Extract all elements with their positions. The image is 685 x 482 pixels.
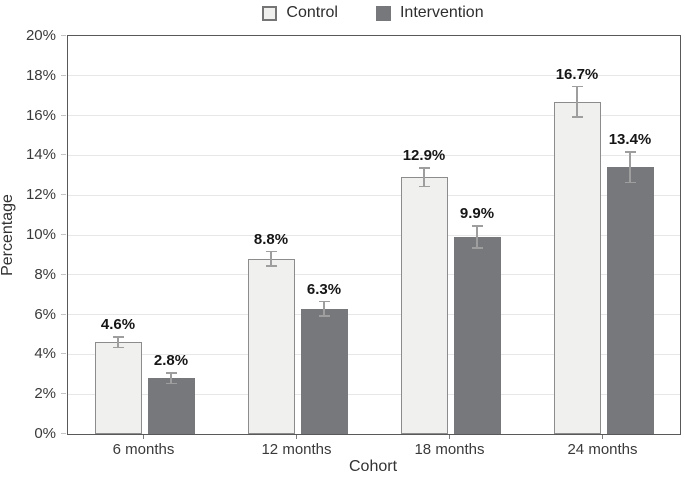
error-bar	[423, 167, 425, 188]
error-bar	[170, 372, 172, 385]
bar-intervention-18-months	[453, 237, 501, 434]
y-axis-tick	[61, 234, 66, 235]
x-axis-tick	[295, 434, 298, 439]
value-label-intervention-12-months: 6.3%	[306, 280, 342, 298]
x-axis-tick	[142, 434, 145, 439]
error-bar	[270, 250, 272, 267]
error-bar	[576, 85, 578, 118]
y-axis-tick	[61, 35, 66, 36]
legend-label-control: Control	[286, 4, 338, 21]
x-tick-label-6-months: 6 months	[112, 441, 175, 458]
gridline	[68, 353, 680, 355]
error-bar	[117, 336, 119, 349]
x-axis-tick	[448, 434, 451, 439]
error-bar-cap-bottom	[471, 247, 483, 249]
value-label-control-24-months: 16.7%	[555, 65, 599, 83]
y-axis-tick	[61, 433, 66, 434]
gridline	[68, 314, 680, 316]
bar-control-24-months	[553, 101, 601, 434]
gridline	[68, 194, 680, 196]
legend-item-control: Control	[262, 5, 338, 21]
bar-intervention-24-months	[606, 167, 654, 434]
legend-swatch-intervention-icon	[375, 5, 391, 21]
error-bar-cap-top	[624, 151, 636, 153]
legend-swatch-control-icon	[262, 5, 278, 21]
legend-item-intervention: Intervention	[375, 4, 484, 21]
y-axis-tick	[61, 353, 66, 355]
y-axis-tick	[61, 313, 66, 315]
error-bar-cap-bottom	[318, 315, 330, 317]
y-tick-label: 12%	[25, 186, 56, 204]
y-tick-label: 10%	[25, 226, 56, 243]
gridline	[68, 154, 680, 156]
value-label-intervention-18-months: 9.9%	[459, 205, 495, 223]
plot-area: 4.6% 2.8% 8.8% 6.3% 12.9% 9.9% 16.7% 13.4%	[67, 35, 681, 435]
bar-control-6-months	[94, 342, 142, 434]
error-bar-cap-top	[318, 300, 330, 303]
y-axis-tick	[61, 194, 66, 196]
y-axis-tick	[61, 393, 66, 395]
error-bar-cap-bottom	[265, 265, 277, 267]
y-axis-tick	[61, 154, 66, 156]
gridline	[68, 115, 680, 117]
x-tick-label-12-months: 12 months	[261, 441, 332, 458]
error-bar-cap-bottom	[112, 346, 124, 349]
y-tick-label: 2%	[34, 385, 56, 403]
y-tick-label: 8%	[34, 265, 56, 283]
bar-control-18-months	[400, 177, 448, 434]
error-bar-cap-top	[418, 167, 430, 169]
gridline	[68, 393, 680, 395]
bar-intervention-6-months	[147, 378, 195, 434]
error-bar-cap-bottom	[418, 185, 430, 188]
error-bar-cap-bottom	[165, 382, 177, 385]
error-bar-cap-top	[571, 85, 583, 88]
x-axis-tick	[601, 434, 604, 439]
y-axis-tick	[61, 74, 66, 76]
y-axis-tick	[61, 114, 66, 116]
error-bar	[629, 151, 631, 184]
gridline	[68, 75, 680, 77]
x-tick-label-24-months: 24 months	[567, 441, 638, 458]
y-tick-label: 18%	[25, 66, 56, 84]
error-bar-cap-bottom	[571, 116, 583, 118]
y-axis-tick	[61, 273, 66, 275]
y-tick-label: 0%	[34, 425, 56, 442]
error-bar-cap-top	[165, 372, 177, 374]
y-tick-label: 20%	[25, 27, 56, 44]
error-bar-cap-top	[265, 250, 277, 253]
y-tick-label: 6%	[34, 305, 56, 323]
error-bar-cap-top	[112, 336, 124, 338]
value-label-intervention-6-months: 2.8%	[153, 352, 189, 370]
y-tick-label: 16%	[25, 106, 56, 124]
legend: Control Intervention	[67, 2, 679, 24]
bar-intervention-12-months	[300, 308, 348, 434]
value-label-intervention-24-months: 13.4%	[608, 131, 652, 149]
error-bar	[323, 300, 325, 317]
gridline	[68, 274, 680, 276]
y-tick-label: 14%	[25, 146, 56, 164]
error-bar	[476, 225, 478, 249]
value-label-control-6-months: 4.6%	[100, 316, 136, 334]
gridline	[68, 234, 680, 236]
error-bar-cap-bottom	[624, 181, 636, 184]
legend-label-intervention: Intervention	[399, 4, 484, 21]
value-label-control-18-months: 12.9%	[402, 147, 446, 165]
y-tick-label: 4%	[34, 345, 56, 363]
x-tick-label-18-months: 18 months	[414, 441, 485, 458]
value-label-control-12-months: 8.8%	[253, 230, 289, 248]
x-axis-title: Cohort	[348, 458, 398, 475]
error-bar-cap-top	[471, 225, 483, 227]
